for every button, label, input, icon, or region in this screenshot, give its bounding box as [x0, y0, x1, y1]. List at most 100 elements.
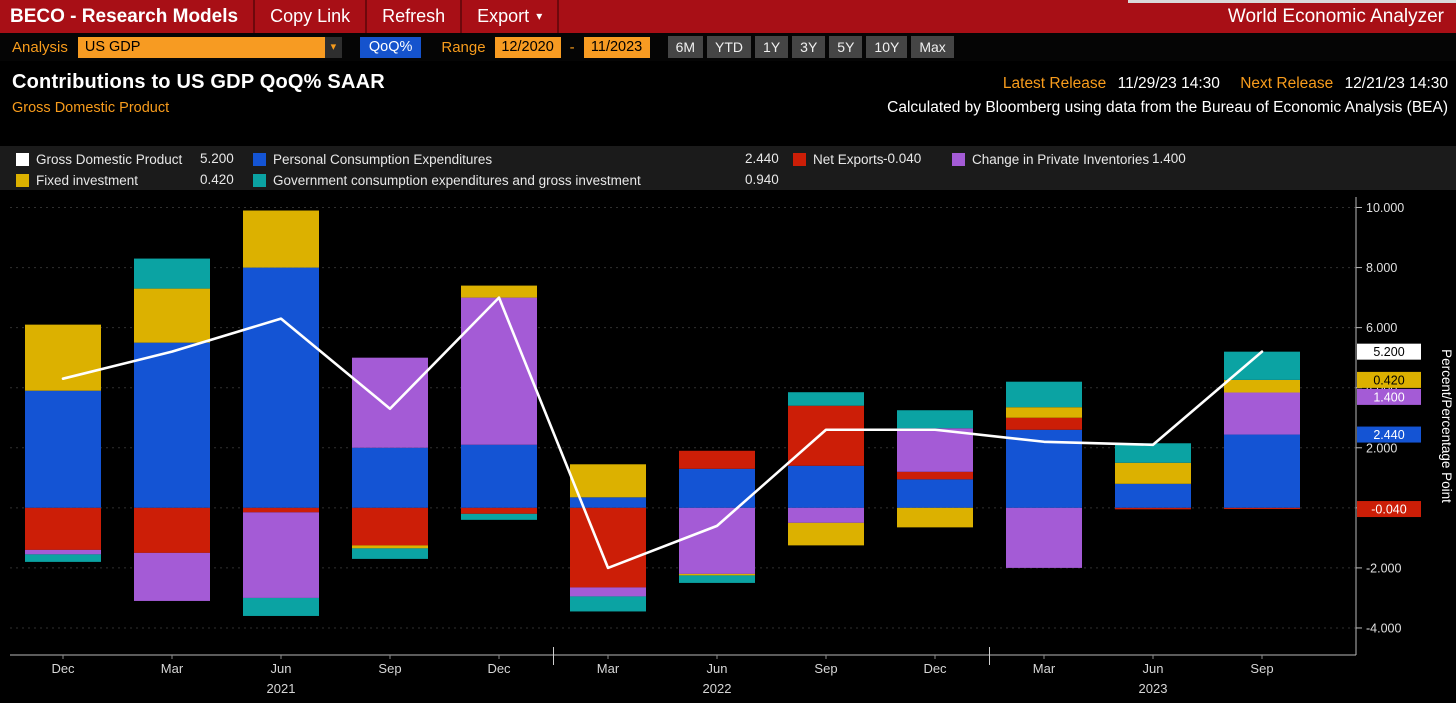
last-value-label: 2.440: [1373, 428, 1404, 442]
period-button-3y[interactable]: 3Y: [792, 36, 825, 58]
menu-export-label: Export: [477, 6, 529, 26]
bar-segment: [1224, 435, 1300, 508]
legend-swatch: [16, 153, 29, 166]
bar-segment: [1115, 484, 1191, 508]
bar-segment: [570, 464, 646, 497]
analysis-label: Analysis: [12, 39, 68, 56]
bar-segment: [1115, 508, 1191, 510]
y-tick-label: 6.000: [1366, 321, 1397, 335]
bar-segment: [25, 554, 101, 562]
bar-segment: [679, 574, 755, 576]
last-value-label: 5.200: [1373, 345, 1404, 359]
period-button-10y[interactable]: 10Y: [866, 36, 907, 58]
chart-svg: 10.0008.0006.0004.0002.0000.000-2.000-4.…: [0, 195, 1456, 703]
page-title: Contributions to US GDP QoQ% SAAR: [12, 71, 385, 94]
bar-segment: [243, 512, 319, 598]
x-tick-label: Mar: [161, 661, 184, 676]
chart-area[interactable]: 10.0008.0006.0004.0002.0000.000-2.000-4.…: [0, 195, 1456, 703]
bar-segment: [1115, 463, 1191, 484]
bar-segment: [461, 298, 537, 445]
range-end-input[interactable]: 11/2023: [584, 37, 650, 58]
legend-item: Change in Private Inventories1.400: [952, 151, 1149, 167]
legend-label: Gross Domestic Product: [36, 152, 182, 167]
menu-refresh[interactable]: Refresh: [367, 0, 462, 33]
app-right-title: World Economic Analyzer: [1228, 6, 1456, 28]
year-label: 2023: [1139, 681, 1168, 696]
range-start-input[interactable]: 12/2020: [495, 37, 561, 58]
y-tick-label: 10.000: [1366, 201, 1404, 215]
y-axis-title: Percent/Percentage Point: [1439, 349, 1454, 503]
bar-segment: [352, 545, 428, 548]
bar-segment: [243, 268, 319, 508]
bar-segment: [1224, 380, 1300, 393]
analysis-select-value: US GDP: [78, 37, 325, 58]
chevron-down-icon[interactable]: ▾: [325, 37, 342, 58]
app-title[interactable]: BECO - Research Models: [0, 0, 255, 33]
bar-segment: [679, 575, 755, 583]
bar-segment: [788, 392, 864, 406]
bar-segment: [243, 508, 319, 513]
legend-swatch: [16, 174, 29, 187]
bar-segment: [570, 587, 646, 596]
legend-value: 1.400: [1152, 151, 1186, 167]
analysis-select[interactable]: US GDP ▾: [78, 37, 342, 58]
period-button-1y[interactable]: 1Y: [755, 36, 788, 58]
next-release-value: 12/21/23 14:30: [1345, 75, 1448, 92]
x-tick-label: Jun: [271, 661, 292, 676]
release-info: Latest Release 11/29/23 14:30 Next Relea…: [1003, 75, 1448, 93]
bar-segment: [897, 508, 973, 528]
range-label: Range: [441, 39, 485, 56]
bar-segment: [461, 445, 537, 508]
bar-segment: [352, 548, 428, 559]
qoq-button[interactable]: QoQ%: [360, 37, 422, 58]
menu-export[interactable]: Export▾: [462, 0, 559, 33]
bar-segment: [243, 598, 319, 616]
bar-segment: [1115, 443, 1191, 463]
year-label: 2021: [267, 681, 296, 696]
y-tick-label: 2.000: [1366, 441, 1397, 455]
bar-segment: [25, 325, 101, 391]
last-value-label: 1.400: [1373, 390, 1404, 404]
bar-segment: [788, 523, 864, 546]
legend-item: Government consumption expenditures and …: [253, 172, 641, 188]
period-button-6m[interactable]: 6M: [668, 36, 703, 58]
x-tick-label: Mar: [1033, 661, 1056, 676]
next-release-label: Next Release: [1240, 75, 1333, 92]
bar-segment: [134, 553, 210, 601]
bar-segment: [134, 259, 210, 289]
bar-segment: [679, 508, 755, 574]
legend-swatch: [952, 153, 965, 166]
bar-segment: [897, 428, 973, 472]
legend-item: Net Exports-0.040: [793, 151, 884, 167]
period-button-5y[interactable]: 5Y: [829, 36, 862, 58]
legend-value: -0.040: [883, 151, 921, 167]
year-label: 2022: [703, 681, 732, 696]
period-buttons: 6MYTD1Y3Y5Y10YMax: [668, 36, 954, 58]
period-button-max[interactable]: Max: [911, 36, 953, 58]
legend-label: Government consumption expenditures and …: [273, 173, 641, 188]
bar-segment: [788, 466, 864, 508]
y-tick-label: -4.000: [1366, 621, 1401, 635]
bar-segment: [679, 451, 755, 469]
legend-value: 0.420: [200, 172, 234, 188]
bar-segment: [134, 508, 210, 553]
legend-value: 2.440: [745, 151, 779, 167]
bar-segment: [461, 286, 537, 298]
x-tick-label: Jun: [707, 661, 728, 676]
menu-copy-link[interactable]: Copy Link: [255, 0, 367, 33]
legend-label: Personal Consumption Expenditures: [273, 152, 492, 167]
bar-segment: [243, 211, 319, 268]
legend-label: Net Exports: [813, 152, 884, 167]
bar-segment: [25, 550, 101, 555]
source-note: Calculated by Bloomberg using data from …: [887, 99, 1448, 117]
x-tick-label: Dec: [51, 661, 75, 676]
bar-segment: [461, 508, 537, 514]
legend-swatch: [793, 153, 806, 166]
page-subtitle: Gross Domestic Product: [12, 100, 169, 116]
x-tick-label: Mar: [597, 661, 620, 676]
legend: Gross Domestic Product5.200Personal Cons…: [0, 146, 1456, 190]
bar-segment: [352, 448, 428, 508]
y-tick-label: 8.000: [1366, 261, 1397, 275]
last-value-label: 0.420: [1373, 373, 1404, 387]
period-button-ytd[interactable]: YTD: [707, 36, 751, 58]
